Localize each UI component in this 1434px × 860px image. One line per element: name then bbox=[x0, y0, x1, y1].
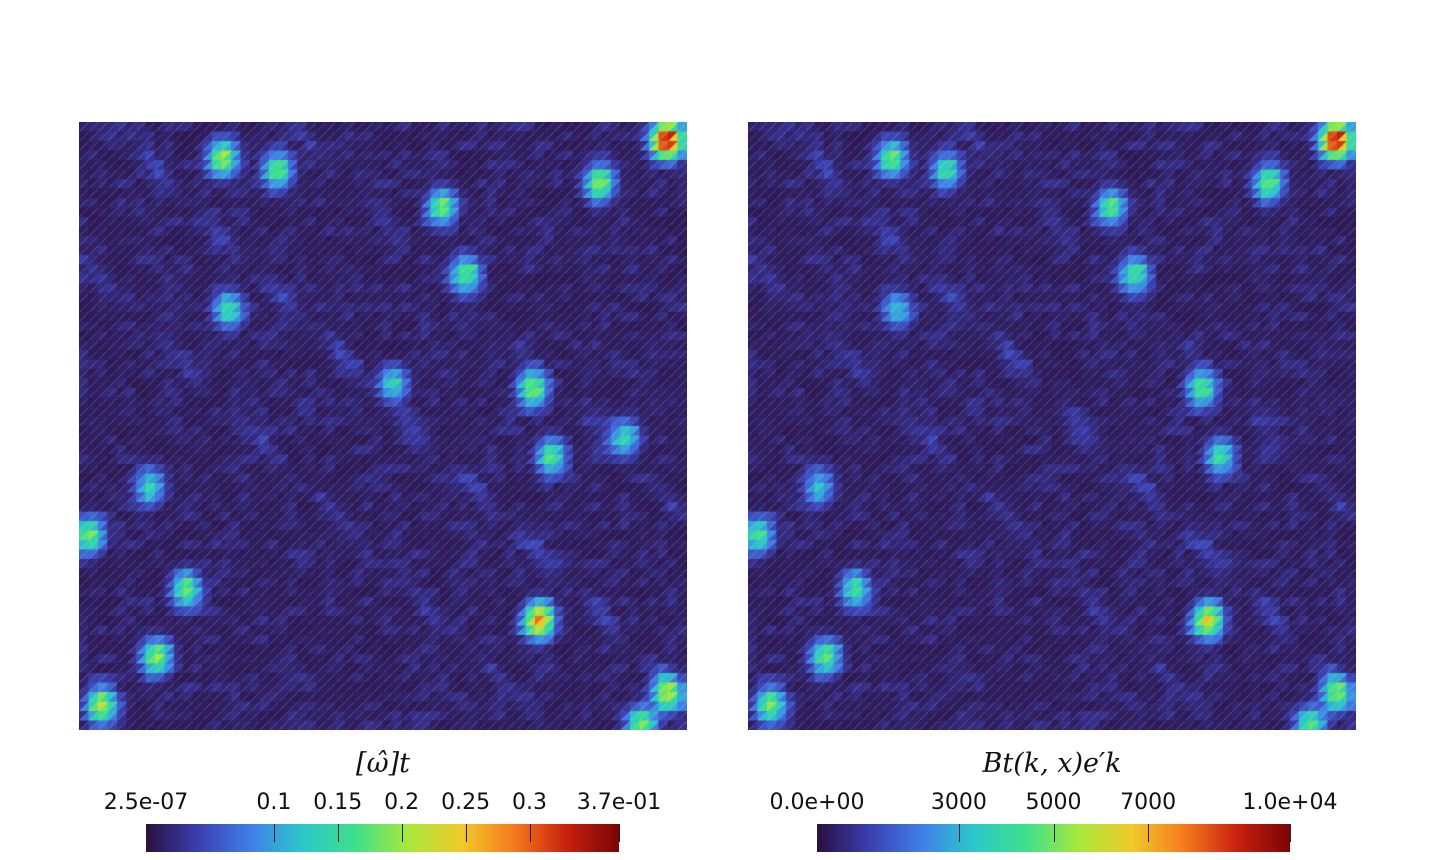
cb-left-tick-mark-min bbox=[146, 824, 147, 842]
cb-left-tick-label-tick-1: 0.15 bbox=[313, 790, 363, 815]
cb-left-tick-label-min: 2.5e-07 bbox=[103, 790, 189, 815]
cb-right-tick-label-tick-2: 7000 bbox=[1120, 790, 1177, 815]
cb-left-tick-label-tick-3: 0.25 bbox=[441, 790, 491, 815]
cb-left-tick-mark-tick-1 bbox=[337, 824, 339, 842]
heatmap-left bbox=[79, 122, 687, 730]
heatmap-right-canvas bbox=[748, 122, 1356, 730]
colorbar-left bbox=[146, 824, 619, 852]
heatmap-left-canvas bbox=[79, 122, 687, 730]
cb-right-tick-label-min: 0.0e+00 bbox=[769, 790, 865, 815]
cb-left-tick-label-tick-0: 0.1 bbox=[256, 790, 292, 815]
cb-right-tick-label-max: 1.0e+04 bbox=[1242, 790, 1338, 815]
colorbar-left-title: [ω̂]t bbox=[356, 748, 410, 779]
cb-right-tick-mark-tick-0 bbox=[958, 824, 960, 842]
heatmap-right bbox=[748, 122, 1356, 730]
cb-right-tick-label-tick-0: 3000 bbox=[930, 790, 987, 815]
cb-right-tick-mark-min bbox=[817, 824, 818, 842]
cb-left-tick-mark-tick-3 bbox=[465, 824, 467, 842]
cb-left-tick-label-tick-2: 0.2 bbox=[384, 790, 420, 815]
cb-right-tick-label-tick-1: 5000 bbox=[1025, 790, 1082, 815]
cb-left-tick-mark-tick-2 bbox=[401, 824, 403, 842]
colorbar-right-title: Bt(k, x)e′k bbox=[982, 748, 1122, 779]
cb-left-tick-label-tick-4: 0.3 bbox=[512, 790, 547, 815]
cb-left-tick-mark-max bbox=[619, 824, 620, 842]
cb-left-tick-mark-tick-4 bbox=[529, 824, 531, 842]
cb-left-tick-label-max: 3.7e-01 bbox=[576, 790, 662, 815]
cb-right-tick-mark-max bbox=[1290, 824, 1291, 842]
cb-right-tick-mark-tick-2 bbox=[1148, 824, 1150, 842]
cb-left-tick-mark-tick-0 bbox=[273, 824, 275, 842]
cb-right-tick-mark-tick-1 bbox=[1053, 824, 1055, 842]
